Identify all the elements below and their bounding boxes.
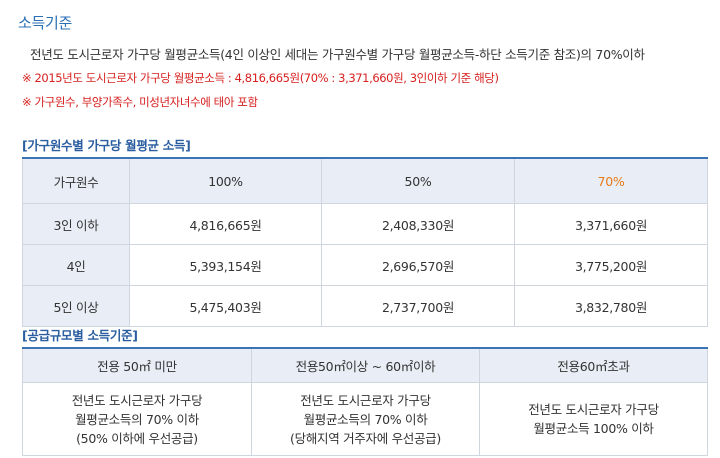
income-70: 3,832,780원	[514, 285, 708, 327]
criteria-over-60sqm: 전년도 도시근로자 가구당 월평균소득 100% 이하	[479, 382, 708, 456]
table-header-row: 가구원수 100% 50% 70%	[22, 157, 708, 204]
table-row: 3인 이하 4,816,665원 2,408,330원 3,371,660원	[22, 203, 708, 245]
row-household-size: 5인 이상	[22, 285, 130, 327]
income-100: 5,393,154원	[129, 244, 322, 286]
criteria-line: 월평균소득 100% 이하	[533, 421, 654, 436]
income-50: 2,696,570원	[321, 244, 515, 286]
income-100: 4,816,665원	[129, 203, 322, 245]
table-row: 4인 5,393,154원 2,696,570원 3,775,200원	[22, 244, 708, 286]
header-household-size: 가구원수	[22, 157, 130, 204]
criteria-line: 월평균소득의 70% 이하	[303, 411, 428, 427]
criteria-line: 월평균소득의 70% 이하	[75, 411, 199, 427]
criteria-under-50sqm: 전년도 도시근로자 가구당 월평균소득의 70% 이하 (50% 이하에 우선공…	[22, 382, 252, 456]
note-fetus-included: ※ 가구원수, 부양가족수, 미성년자녀수에 태아 포함	[22, 95, 258, 109]
row-household-size: 4인	[22, 244, 130, 286]
row-household-size: 3인 이하	[22, 203, 130, 245]
size-table-label: [공급규모별 소득기준]	[22, 328, 138, 343]
table-row: 전년도 도시근로자 가구당 월평균소득의 70% 이하 (50% 이하에 우선공…	[22, 382, 708, 456]
income-70: 3,371,660원	[514, 203, 708, 245]
header-70-percent: 70%	[514, 157, 708, 204]
income-by-household-table: 가구원수 100% 50% 70% 3인 이하 4,816,665원 2,408…	[22, 157, 708, 327]
income-100: 5,475,403원	[129, 285, 322, 327]
table-row: 5인 이상 5,475,403원 2,737,700원 3,832,780원	[22, 285, 708, 327]
income-70: 3,775,200원	[514, 244, 708, 286]
income-50: 2,408,330원	[321, 203, 515, 245]
criteria-line: 전년도 도시근로자 가구당	[300, 392, 431, 408]
header-50-percent: 50%	[321, 157, 515, 204]
criteria-line: (50% 이하에 우선공급)	[76, 430, 198, 446]
income-table-label: [가구원수별 가구당 월평균 소득]	[22, 138, 191, 153]
note-2015-income: ※ 2015년도 도시근로자 가구당 월평균소득 : 4,816,665원(70…	[22, 71, 499, 85]
header-under-50sqm: 전용 50㎡ 미만	[22, 347, 252, 383]
criteria-line: (당해지역 거주자에 우선공급)	[290, 430, 441, 446]
table-header-row: 전용 50㎡ 미만 전용50㎡이상 ~ 60㎡이하 전용60㎡초과	[22, 347, 708, 383]
criteria-line: 전년도 도시근로자 가구당	[71, 392, 203, 408]
page-title: 소득기준	[18, 14, 73, 32]
header-over-60sqm: 전용60㎡초과	[479, 347, 708, 383]
income-description: 전년도 도시근로자 가구당 월평균소득(4인 이상인 세대는 가구원수별 가구당…	[30, 47, 645, 62]
criteria-line: 전년도 도시근로자 가구당	[528, 402, 659, 417]
criteria-50-to-60sqm: 전년도 도시근로자 가구당 월평균소득의 70% 이하 (당해지역 거주자에 우…	[251, 382, 480, 456]
header-100-percent: 100%	[129, 157, 322, 204]
income-by-supply-size-table: 전용 50㎡ 미만 전용50㎡이상 ~ 60㎡이하 전용60㎡초과 전년도 도시…	[22, 347, 708, 456]
header-50-to-60sqm: 전용50㎡이상 ~ 60㎡이하	[251, 347, 480, 383]
income-50: 2,737,700원	[321, 285, 515, 327]
